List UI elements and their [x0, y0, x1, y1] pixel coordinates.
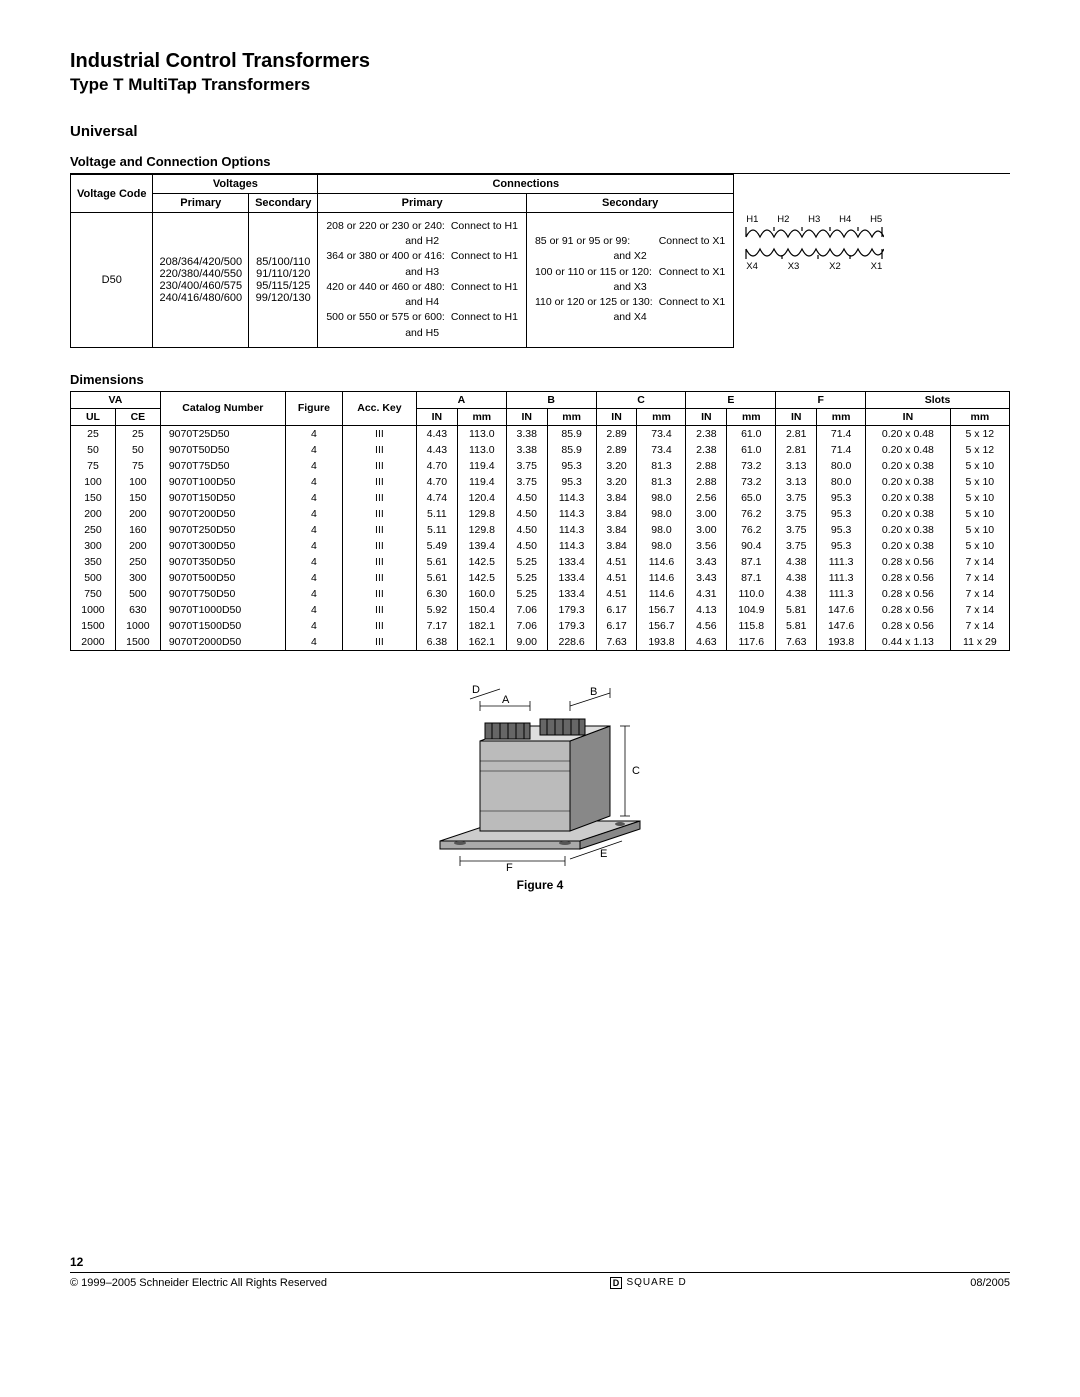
th-mm: mm [817, 408, 866, 425]
th-secondary-v: Secondary [249, 194, 318, 213]
th-mm: mm [950, 408, 1009, 425]
th-in: IN [866, 408, 951, 425]
th-catalog: Catalog Number [160, 391, 285, 425]
brand-text: SQUARE D [626, 1277, 686, 1288]
brand-mark-icon: D [610, 1277, 622, 1289]
th-in: IN [776, 408, 817, 425]
coil-label: H4 [839, 214, 851, 225]
footer-brand: D SQUARE D [610, 1277, 686, 1289]
vco-primary-v: 208/364/420/500 220/380/440/550 230/400/… [153, 213, 249, 348]
vco-primary-conn: 208 or 220 or 230 or 240:Connect to H1an… [318, 213, 527, 348]
fig-label-d: D [472, 684, 480, 696]
th-ce: CE [115, 408, 160, 425]
th-in: IN [686, 408, 727, 425]
th-f: F [776, 391, 866, 408]
dim-heading: Dimensions [70, 372, 1010, 387]
dimensions-table: VA Catalog Number Figure Acc. Key A B C … [70, 391, 1010, 651]
coil-label: H1 [746, 214, 758, 225]
coil-label: X2 [829, 261, 841, 272]
transformer-icon: A D B C F E [410, 671, 670, 871]
th-in: IN [416, 408, 457, 425]
page-title: Industrial Control Transformers [70, 50, 1010, 73]
fig-label-a: A [502, 694, 510, 706]
footer: 12 © 1999–2005 Schneider Electric All Ri… [70, 1272, 1010, 1289]
table-row: 25259070T25D504III4.43113.03.3885.92.897… [71, 425, 1010, 442]
page-number: 12 [70, 1255, 83, 1269]
th-mm: mm [457, 408, 506, 425]
th-connections: Connections [318, 175, 734, 194]
table-row: 75759070T75D504III4.70119.43.7595.33.208… [71, 458, 1010, 474]
coil-label: H3 [808, 214, 820, 225]
th-va: VA [71, 391, 161, 408]
th-figure: Figure [285, 391, 342, 425]
fig-label-b: B [590, 686, 597, 698]
th-voltages: Voltages [153, 175, 318, 194]
section-universal: Universal [70, 123, 1010, 140]
th-acc: Acc. Key [342, 391, 416, 425]
vco-table: Voltage Code Voltages Connections Primar… [70, 174, 734, 348]
figure-caption: Figure 4 [70, 878, 1010, 892]
table-row: 10006309070T1000D504III5.92150.47.06179.… [71, 602, 1010, 618]
table-row: 200015009070T2000D504III6.38162.19.00228… [71, 634, 1010, 651]
table-row: 7505009070T750D504III6.30160.05.25133.44… [71, 586, 1010, 602]
table-row: 2501609070T250D504III5.11129.84.50114.33… [71, 522, 1010, 538]
footer-date: 08/2005 [970, 1277, 1010, 1289]
th-in: IN [506, 408, 547, 425]
coil-label: H5 [870, 214, 882, 225]
fig-label-e: E [600, 848, 607, 860]
coil-diagram: H1 H2 H3 H4 H5 X4 X3 X2 X1 [744, 174, 884, 272]
table-row: 50509070T50D504III4.43113.03.3885.92.897… [71, 442, 1010, 458]
vco-heading: Voltage and Connection Options [70, 154, 1010, 169]
th-b: B [506, 391, 596, 408]
fig-label-f: F [506, 862, 513, 871]
coil-label: X1 [871, 261, 883, 272]
coil-label: H2 [777, 214, 789, 225]
th-slots: Slots [866, 391, 1010, 408]
vco-code: D50 [71, 213, 153, 348]
table-row: 5003009070T500D504III5.61142.55.25133.44… [71, 570, 1010, 586]
fig-label-c: C [632, 765, 640, 777]
coil-label: X3 [788, 261, 800, 272]
table-row: 1501509070T150D504III4.74120.44.50114.33… [71, 490, 1010, 506]
vco-secondary-conn: 85 or 91 or 95 or 99:Connect to X1and X2… [526, 213, 733, 348]
table-row: 2002009070T200D504III5.11129.84.50114.33… [71, 506, 1010, 522]
figure-4: A D B C F E Figure 4 [70, 671, 1010, 892]
coil-primary-icon [744, 225, 884, 243]
th-c: C [596, 391, 686, 408]
th-in: IN [596, 408, 637, 425]
page-subtitle: Type T MultiTap Transformers [70, 75, 1010, 95]
th-ul: UL [71, 408, 116, 425]
th-primary-c: Primary [318, 194, 527, 213]
coil-secondary-icon [744, 243, 884, 261]
table-row: 1001009070T100D504III4.70119.43.7595.33.… [71, 474, 1010, 490]
coil-label: X4 [746, 261, 758, 272]
th-secondary-c: Secondary [526, 194, 733, 213]
th-e: E [686, 391, 776, 408]
table-row: 3502509070T350D504III5.61142.55.25133.44… [71, 554, 1010, 570]
th-mm: mm [547, 408, 596, 425]
table-row: 150010009070T1500D504III7.17182.17.06179… [71, 618, 1010, 634]
th-a: A [416, 391, 506, 408]
table-row: 3002009070T300D504III5.49139.44.50114.33… [71, 538, 1010, 554]
th-primary-v: Primary [153, 194, 249, 213]
footer-copyright: © 1999–2005 Schneider Electric All Right… [70, 1277, 327, 1289]
th-mm: mm [727, 408, 776, 425]
th-voltage-code: Voltage Code [71, 175, 153, 213]
th-mm: mm [637, 408, 686, 425]
vco-secondary-v: 85/100/110 91/110/120 95/115/125 99/120/… [249, 213, 318, 348]
